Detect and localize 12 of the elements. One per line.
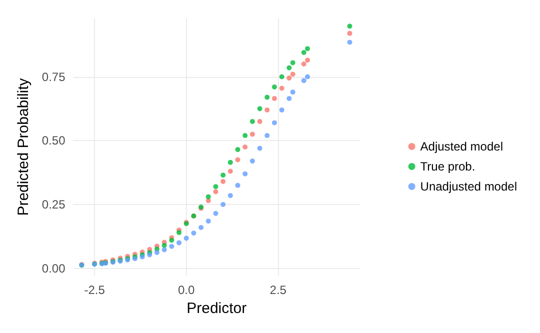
x-tick-label: 0.0 [178, 283, 195, 297]
y-tick-label: 0.00 [42, 261, 66, 276]
x-tick-label: -2.5 [84, 283, 106, 297]
x-axis-title: Predictor [186, 300, 247, 317]
y-tick-label: 0.75 [42, 70, 66, 84]
y-axis-title: Predicted Probability [15, 78, 32, 216]
x-tick-label: 2.5 [270, 283, 287, 297]
y-tick-label: 0.50 [42, 134, 66, 148]
legend-label: Adjusted model [420, 140, 503, 154]
legend-label: Unadjusted model [420, 180, 518, 194]
y-tick-label: 0.25 [42, 197, 66, 212]
legend-label: True prob. [420, 160, 476, 174]
